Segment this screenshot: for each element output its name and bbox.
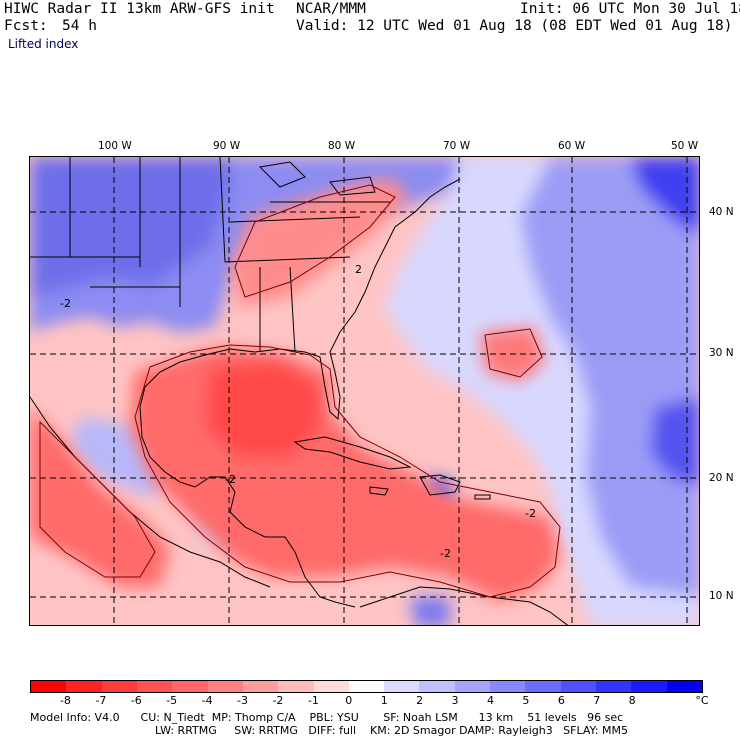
colorbar-swatch [454,681,491,692]
lat-label-20n: 20 N [709,472,734,484]
colorbar-tick-label: -1 [307,694,319,707]
lon-label-60w: 60 W [558,140,586,152]
center-label: NCAR/MMM [296,1,366,17]
colorbar-tick-label: 8 [628,694,636,707]
colorbar-tick-label: -5 [166,694,178,707]
colorbar [30,680,703,693]
colorbar-tick-label: 3 [451,694,459,707]
init-time: Init: 06 UTC Mon 30 Jul 18 [520,1,740,17]
colorbar-tick-label: 7 [593,694,601,707]
lat-label-10n: 10 N [709,590,734,602]
unstable-regions [30,177,560,602]
colorbar-swatch [31,681,67,692]
colorbar-swatch [242,681,279,692]
colorbar-swatch [384,681,420,692]
colorbar-tick-label: 6 [557,694,565,707]
colorbar-swatch [313,681,349,692]
lon-label-100w: 100 W [98,140,132,152]
colorbar-tick-label: -2 [272,694,284,707]
graticule [30,157,699,625]
colorbar-swatch [596,681,632,692]
model-info-line-2: LW: RRTMG SW: RRTMG DIFF: full KM: 2D Sm… [155,724,628,737]
colorbar-swatch [419,681,455,692]
lat-label-30n: 30 N [709,347,734,359]
lon-label-70w: 70 W [443,140,471,152]
forecast-hour: 54 h [62,18,97,34]
colorbar-swatch [631,681,667,692]
forecast-label: Fcst: [4,18,48,34]
colorbar-tick-label: -8 [59,694,71,707]
contour-label: -2 [60,297,71,310]
contour-label: -2 [440,547,451,560]
colorbar-swatch [207,681,243,692]
valid-time: Valid: 12 UTC Wed 01 Aug 18 (08 EDT Wed … [296,18,733,34]
colorbar-tick-label: -4 [201,694,213,707]
lat-label-40n: 40 N [709,206,734,218]
contour-lines [39,184,561,598]
coastlines [30,157,569,625]
colorbar-swatch [560,681,596,692]
lon-label-90w: 90 W [213,140,241,152]
map-panel: -2 -2 2 -2 -2 [29,156,700,626]
colorbar-swatch [278,681,314,692]
lon-label-80w: 80 W [328,140,356,152]
colorbar-tick-label: 2 [416,694,424,707]
colorbar-swatch [136,681,173,692]
colorbar-tick-label: -3 [237,694,248,707]
colorbar-tick-label: -6 [130,694,142,707]
colorbar-tick-label: 4 [486,694,494,707]
colorbar-tick-label: 5 [522,694,530,707]
contour-label: 2 [355,263,362,276]
colorbar-swatch [101,681,137,692]
contour-label: -2 [525,507,536,520]
contour-label: -2 [225,473,236,486]
colorbar-swatch [490,681,526,692]
colorbar-tick-label: 0 [345,694,353,707]
colorbar-swatch [172,681,208,692]
colorbar-tick-label: -7 [95,694,107,707]
colorbar-swatch [666,681,702,692]
colorbar-swatch [525,681,561,692]
field-name: Lifted index [8,37,79,51]
model-info-line-1: Model Info: V4.0 CU: N_Tiedt MP: Thomp C… [30,711,624,724]
colorbar-tick-label: 1 [380,694,388,707]
colorbar-unit: °C [695,694,709,707]
map-plot: -2 -2 2 -2 -2 [30,157,699,625]
colorbar-swatch [66,681,102,692]
lon-label-50w: 50 W [671,140,699,152]
colorbar-swatch [348,681,385,692]
chart-title: HIWC Radar II 13km ARW-GFS init [4,1,275,17]
